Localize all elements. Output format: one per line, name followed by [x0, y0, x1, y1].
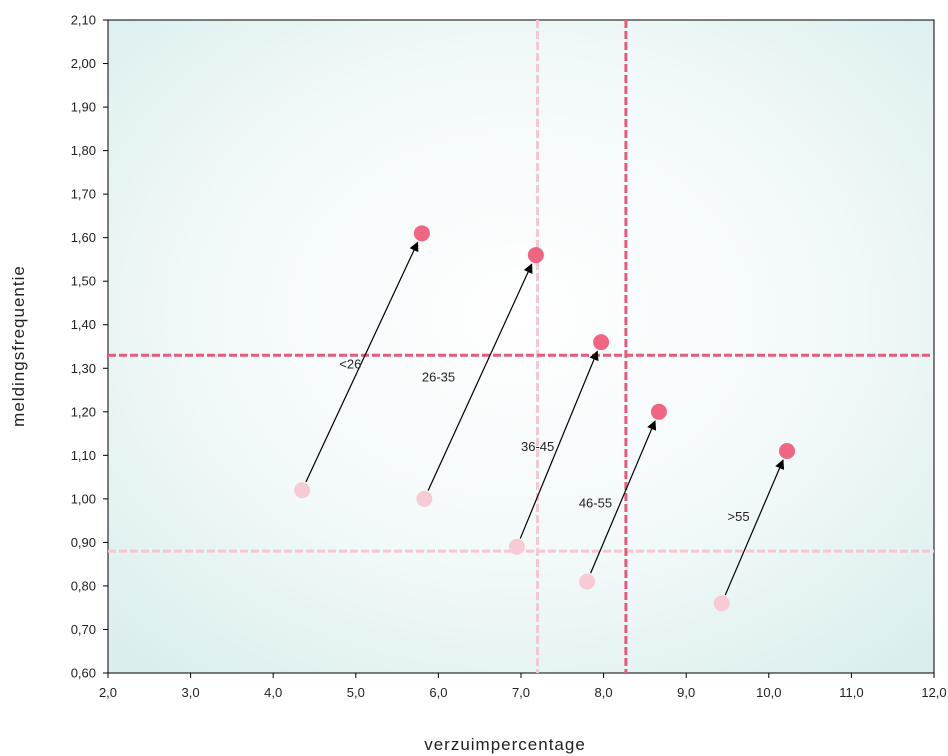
y-tick-label: 2,10	[71, 13, 96, 28]
x-tick-label: 4,0	[264, 685, 282, 700]
y-tick-label: 2,00	[71, 56, 96, 71]
point-earlier	[416, 490, 433, 507]
x-tick-label: 2,0	[99, 685, 117, 700]
data-points	[294, 225, 795, 612]
arrow	[305, 241, 419, 483]
arrow	[427, 263, 533, 491]
point-later	[413, 225, 430, 242]
y-tick-label: 1,70	[71, 187, 96, 202]
point-earlier	[579, 573, 596, 590]
point-earlier	[294, 482, 311, 499]
y-tick-label: 1,10	[71, 448, 96, 463]
x-tick-label: 11,0	[839, 685, 863, 700]
x-tick-label: 6,0	[429, 685, 447, 700]
arrow	[724, 459, 785, 596]
group-label: 46-55	[579, 496, 612, 511]
x-axis-ticks: 2,0 3,0 4,0 5,0 6,0 7,0 8,0 9,0 10,0 11,0 12,0	[99, 673, 947, 700]
y-tick-label: 1,90	[71, 100, 96, 115]
y-tick-label: 1,30	[71, 361, 96, 376]
arrow	[590, 420, 657, 574]
y-tick-label: 1,50	[71, 274, 96, 289]
group-labels: <26 26-35 36-45 46-55 >55	[339, 356, 749, 523]
x-tick-label: 8,0	[595, 685, 613, 700]
group-label: 26-35	[422, 369, 455, 384]
x-axis-title: verzuimpercentage	[424, 735, 586, 754]
point-later	[593, 334, 610, 351]
y-tick-label: 0,90	[71, 535, 96, 550]
group-label: <26	[339, 356, 361, 371]
y-axis-title: meldingsfrequentie	[9, 265, 28, 427]
arrow	[519, 350, 599, 539]
point-later	[650, 403, 667, 420]
x-tick-label: 3,0	[182, 685, 200, 700]
point-later	[778, 442, 795, 459]
plot-area	[107, 19, 935, 674]
y-tick-label: 1,40	[71, 317, 96, 332]
y-tick-label: 1,00	[71, 491, 96, 506]
point-later	[527, 247, 544, 264]
y-axis-ticks: 0,60 0,70 0,80 0,90 1,00 1,10 1,20 1,30 1,40 1,50…	[71, 13, 108, 681]
point-earlier	[713, 595, 730, 612]
arrows	[305, 241, 785, 596]
y-tick-label: 1,60	[71, 230, 96, 245]
group-label: >55	[728, 509, 750, 524]
x-tick-label: 12,0	[921, 685, 946, 700]
y-tick-label: 0,80	[71, 578, 96, 593]
x-tick-label: 10,0	[756, 685, 781, 700]
point-earlier	[508, 538, 525, 555]
y-tick-label: 1,20	[71, 404, 96, 419]
x-tick-label: 7,0	[512, 685, 530, 700]
group-label: 36-45	[521, 439, 554, 454]
y-tick-label: 1,80	[71, 143, 96, 158]
y-tick-label: 0,60	[71, 666, 96, 681]
y-tick-label: 0,70	[71, 622, 96, 637]
x-tick-label: 5,0	[347, 685, 365, 700]
x-tick-label: 9,0	[677, 685, 695, 700]
